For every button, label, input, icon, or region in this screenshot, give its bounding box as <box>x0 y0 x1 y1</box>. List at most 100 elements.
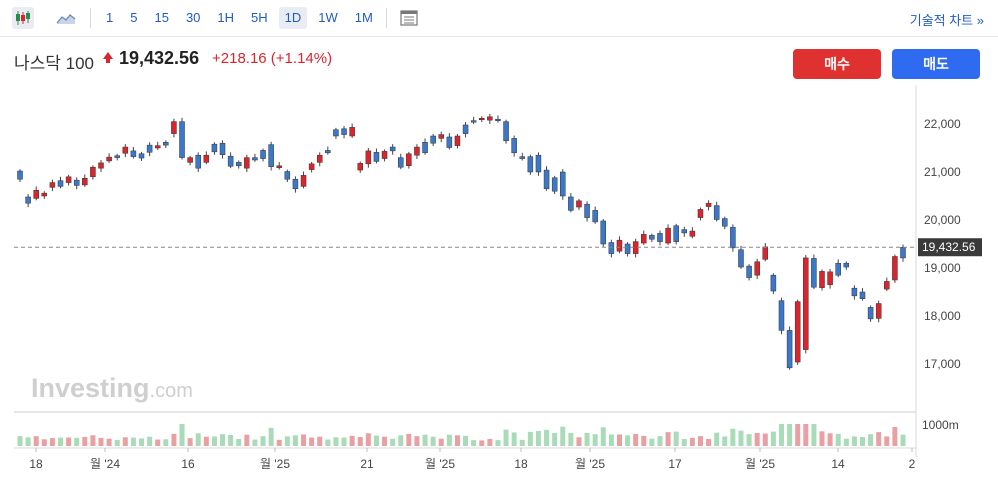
candle-body <box>33 189 39 199</box>
volume-bar <box>625 435 631 446</box>
volume-bar <box>438 438 444 446</box>
volume-bar <box>203 436 209 446</box>
candle-body <box>616 239 623 252</box>
candle-body <box>414 146 420 156</box>
candle <box>884 277 890 292</box>
volume-bar <box>746 434 752 446</box>
candle-body <box>746 265 752 278</box>
volume-bar <box>738 430 744 446</box>
candle <box>778 297 785 335</box>
candle <box>859 288 866 301</box>
volume-bar <box>560 426 566 446</box>
volume-bar <box>665 432 671 446</box>
candle-body <box>73 179 80 186</box>
candle-body <box>397 157 404 168</box>
sell-button[interactable]: 매도 <box>892 49 980 79</box>
volume-bar <box>106 438 112 446</box>
candle-body <box>657 233 663 242</box>
candle-body <box>65 176 72 183</box>
candle <box>49 179 56 192</box>
volume-bar <box>244 434 250 446</box>
interval-30[interactable]: 30 <box>185 10 201 25</box>
candle <box>146 142 153 157</box>
candle <box>616 236 623 254</box>
volume-bar <box>633 433 639 446</box>
candle <box>414 144 420 160</box>
candle-body <box>527 156 534 173</box>
volume-bar <box>544 429 550 446</box>
x-tick-label: 17 <box>668 457 682 471</box>
candle <box>17 169 23 183</box>
volume-bar <box>576 437 582 446</box>
candle <box>187 155 193 166</box>
candle-body <box>25 196 31 204</box>
candle-body <box>811 258 817 288</box>
candle <box>851 285 858 300</box>
volume-bar <box>398 435 404 446</box>
candle <box>438 131 444 143</box>
candle-body <box>195 154 201 169</box>
volume-bar <box>179 424 185 446</box>
volume-bar <box>600 427 606 446</box>
candle <box>746 264 752 281</box>
last-price-tag <box>918 238 982 257</box>
interval-1d[interactable]: 1D <box>278 7 308 29</box>
technical-chart-link[interactable]: 기술적 차트 » <box>909 13 984 28</box>
volume-bar <box>74 437 80 446</box>
volume-bar <box>535 431 541 446</box>
volume-bar <box>390 438 396 446</box>
candle-body <box>608 242 615 254</box>
volume-bar <box>714 432 720 446</box>
interval-5[interactable]: 5 <box>130 10 138 25</box>
volume-bar <box>876 432 882 446</box>
volume-bar <box>892 427 898 446</box>
volume-bar <box>284 436 290 446</box>
y-tick-label: 17,000 <box>924 357 961 371</box>
candle-body <box>819 271 825 288</box>
candle <box>195 152 201 172</box>
candle <box>794 299 801 365</box>
volume-bar <box>673 431 679 446</box>
candle <box>705 200 712 211</box>
candle-body <box>705 202 712 207</box>
candle-body <box>90 166 96 178</box>
candle-body <box>57 180 64 187</box>
interval-1w[interactable]: 1W <box>318 10 338 25</box>
volume-bar <box>58 437 64 446</box>
volume-bar <box>770 431 776 446</box>
candle <box>122 144 129 158</box>
buy-button[interactable]: 매수 <box>793 49 881 79</box>
candle-body <box>649 235 655 240</box>
volume-tick-label: 1000m <box>922 418 959 432</box>
candle-body <box>300 175 307 187</box>
table-icon[interactable] <box>398 7 420 29</box>
volume-bar <box>430 436 436 446</box>
candle <box>211 142 218 155</box>
symbol-name: 나스닥 100 <box>14 54 95 73</box>
investing-watermark: Investing.com <box>31 373 193 403</box>
price-chart[interactable]: Investing.com 22,000 21,000 20,000 19,000 18… <box>0 85 998 490</box>
interval-1h[interactable]: 1H <box>217 10 235 25</box>
candlestick-icon[interactable] <box>12 7 34 29</box>
candle <box>470 116 477 124</box>
volume-bar <box>592 434 598 446</box>
interval-15[interactable]: 15 <box>154 10 169 25</box>
candle-body <box>82 177 88 186</box>
candle-body <box>373 152 380 162</box>
candle <box>600 219 607 247</box>
volume-bar <box>276 439 282 446</box>
candle-body <box>203 154 210 163</box>
interval-1m[interactable]: 1M <box>354 10 373 25</box>
candle-body <box>900 247 906 259</box>
line-chart-icon[interactable] <box>55 7 77 29</box>
candle-body <box>519 156 526 159</box>
volume-bar <box>787 424 793 446</box>
candle <box>592 206 598 224</box>
up-arrow-icon-stem <box>106 58 110 63</box>
interval-5h[interactable]: 5H <box>251 10 268 25</box>
candle-body <box>268 144 274 167</box>
candle-body <box>713 205 720 220</box>
interval-1[interactable]: 1 <box>106 10 114 25</box>
volume-bar <box>341 437 347 446</box>
candle <box>33 186 39 201</box>
